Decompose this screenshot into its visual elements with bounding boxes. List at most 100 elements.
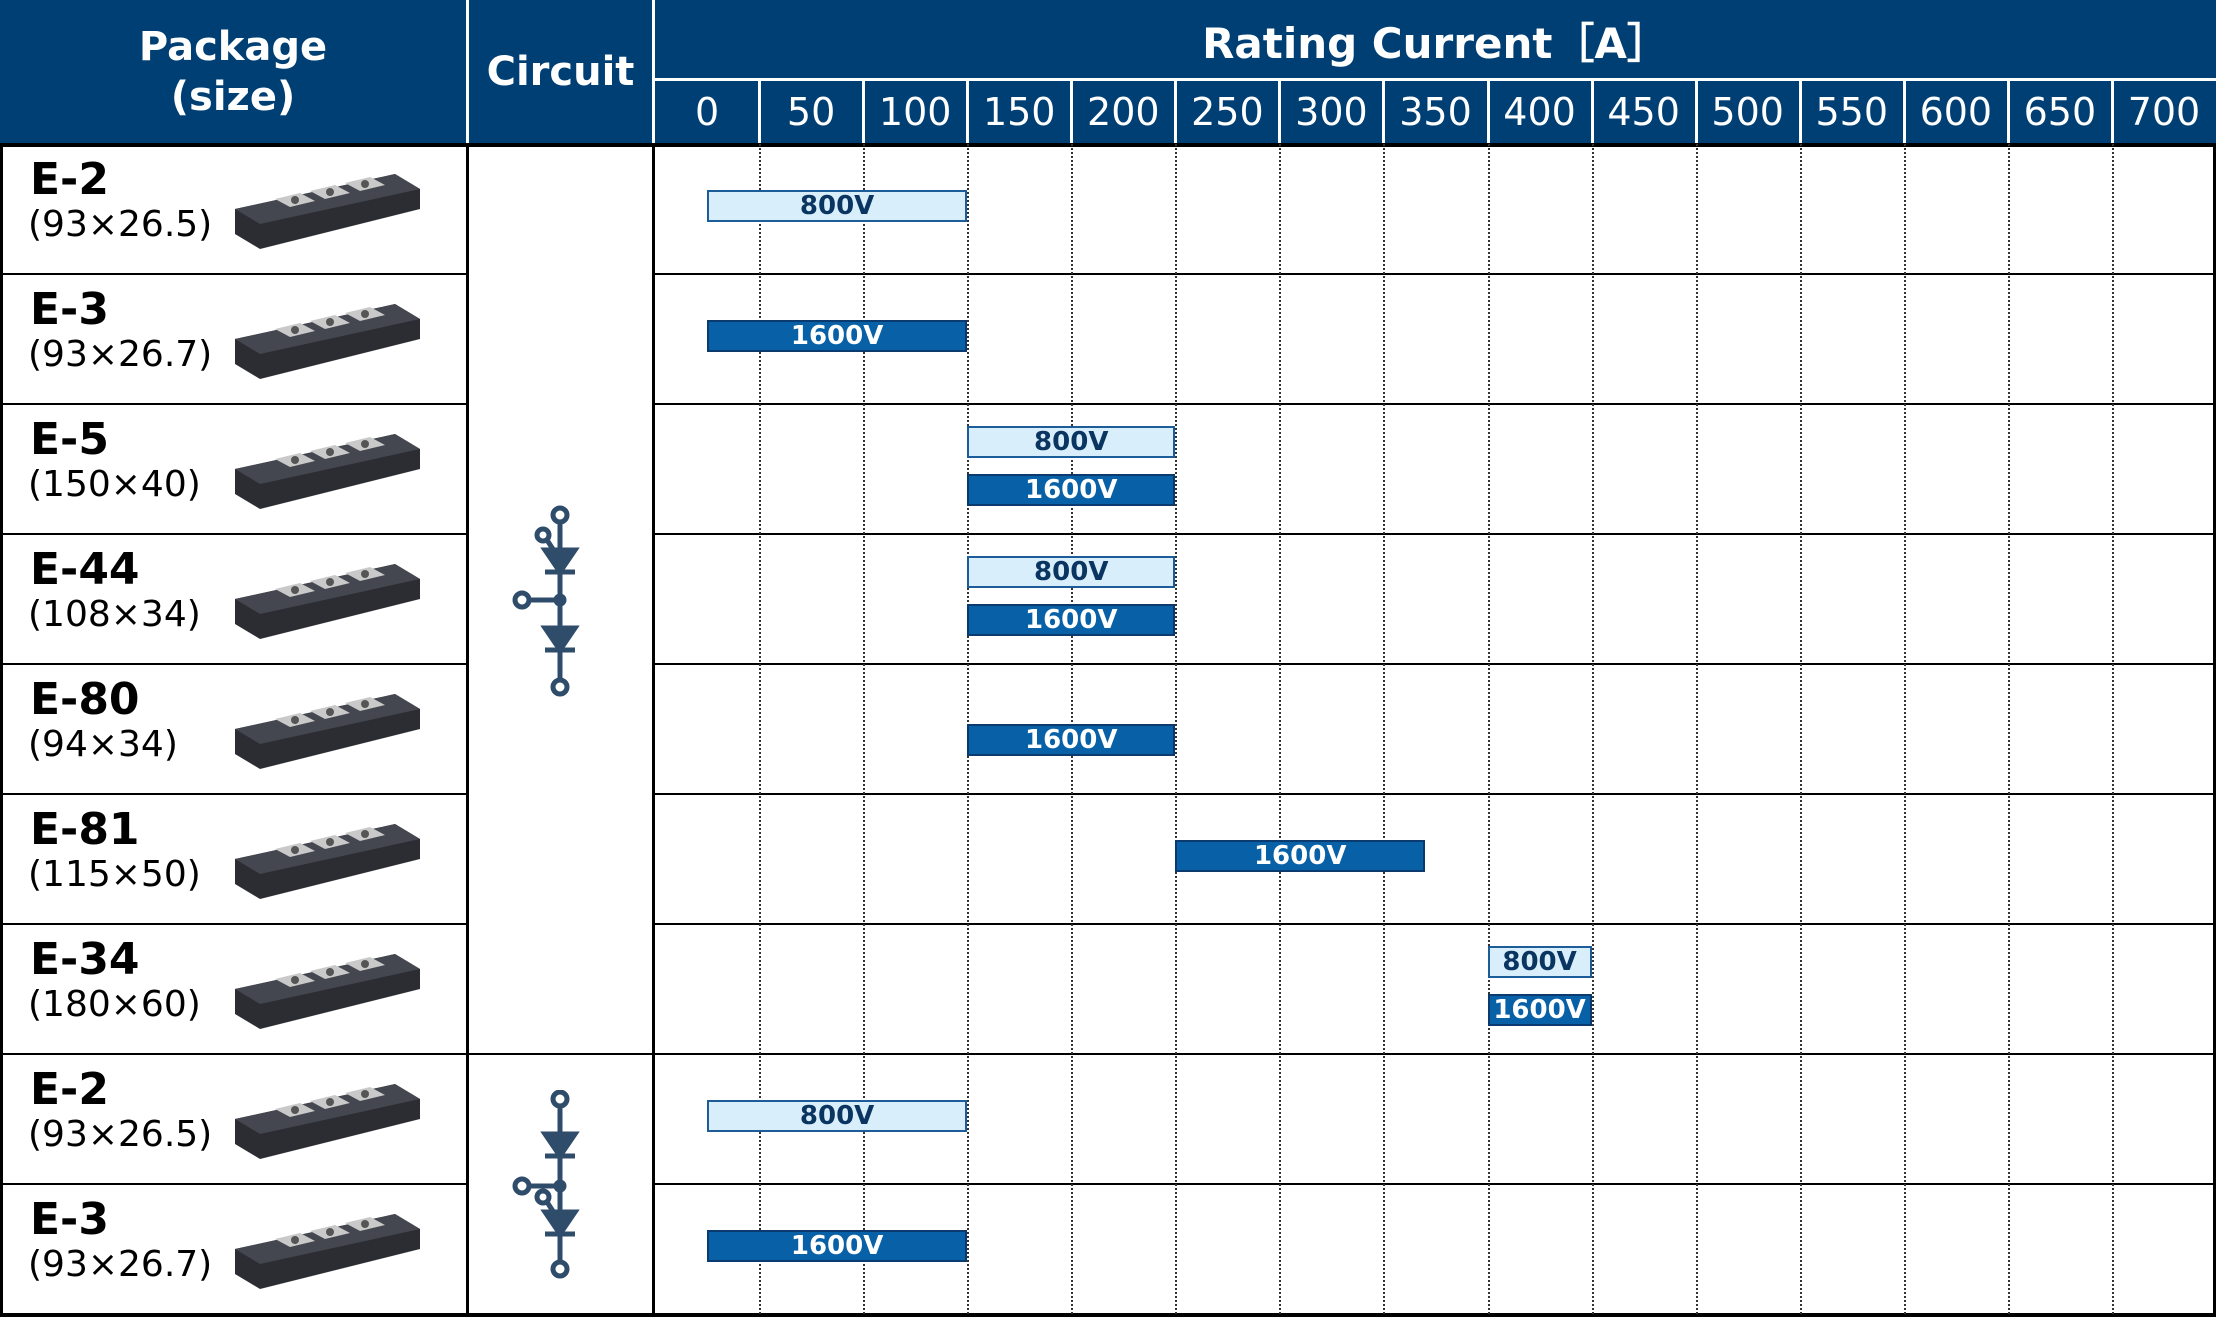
tick-divider bbox=[1382, 80, 1386, 144]
x-tick-label: 400 bbox=[1487, 80, 1592, 144]
row-divider bbox=[652, 1183, 2216, 1185]
x-tick-label: 50 bbox=[759, 80, 864, 144]
rating-bar: 1600V bbox=[707, 320, 968, 352]
package-size: (108×34) bbox=[28, 594, 201, 635]
circuit-column-header: Circuit bbox=[469, 0, 652, 144]
package-size: (93×26.5) bbox=[28, 1114, 213, 1155]
grid-line bbox=[1903, 144, 1906, 1314]
thyristor-diode-module-circuit-icon bbox=[512, 505, 580, 697]
grid-line bbox=[1279, 144, 1282, 1314]
grid-line bbox=[863, 144, 866, 1314]
package-header-line2: (size) bbox=[170, 74, 296, 120]
package-size: (93×26.7) bbox=[28, 1244, 213, 1285]
power-module-package-image bbox=[235, 954, 420, 1029]
x-tick-label: 100 bbox=[863, 80, 968, 144]
power-module-package-image bbox=[235, 694, 420, 769]
row-divider bbox=[0, 1053, 2216, 1055]
row-divider bbox=[0, 1183, 466, 1185]
row-divider bbox=[652, 403, 2216, 405]
row-divider bbox=[652, 663, 2216, 665]
power-module-package-image bbox=[235, 564, 420, 639]
package-name: E-81 bbox=[30, 804, 140, 855]
tick-divider bbox=[1694, 80, 1698, 144]
package-column-header: Package (size) bbox=[0, 0, 466, 144]
rating-bar: 1600V bbox=[707, 1230, 968, 1262]
package-name: E-44 bbox=[30, 544, 140, 595]
row-divider bbox=[0, 273, 466, 275]
grid-line bbox=[1383, 144, 1386, 1314]
diode-thyristor-module-circuit-icon bbox=[512, 1090, 580, 1279]
package-size: (180×60) bbox=[28, 984, 201, 1025]
x-tick-label: 550 bbox=[1799, 80, 1904, 144]
tick-divider bbox=[966, 80, 970, 144]
row-divider bbox=[652, 923, 2216, 925]
package-name: E-5 bbox=[30, 414, 109, 465]
tick-divider bbox=[1174, 80, 1178, 144]
header-divider-package bbox=[466, 0, 469, 144]
header-divider-circuit bbox=[652, 0, 655, 144]
row-divider bbox=[652, 793, 2216, 795]
tick-divider bbox=[1590, 80, 1594, 144]
grid-line bbox=[1799, 144, 1802, 1314]
x-tick-label: 350 bbox=[1383, 80, 1488, 144]
tick-divider bbox=[2110, 80, 2114, 144]
grid-line bbox=[1591, 144, 1594, 1314]
row-divider bbox=[652, 273, 2216, 275]
row-divider bbox=[0, 533, 466, 535]
tick-divider bbox=[758, 80, 762, 144]
x-tick-label: 200 bbox=[1071, 80, 1176, 144]
package-size: (94×34) bbox=[28, 724, 178, 765]
tick-divider bbox=[1070, 80, 1074, 144]
rating-bar: 800V bbox=[707, 190, 968, 222]
grid-line bbox=[759, 144, 762, 1314]
row-divider bbox=[0, 403, 466, 405]
row-divider bbox=[0, 793, 466, 795]
column-separator bbox=[2213, 144, 2216, 1314]
package-size: (115×50) bbox=[28, 854, 201, 895]
power-module-package-image bbox=[235, 304, 420, 379]
package-size: (93×26.7) bbox=[28, 334, 213, 375]
rating-bar: 1600V bbox=[1487, 994, 1592, 1026]
package-name: E-34 bbox=[30, 934, 140, 985]
power-module-package-image bbox=[235, 1084, 420, 1159]
rating-bar: 1600V bbox=[967, 724, 1176, 756]
rating-current-header: Rating Current［A］ bbox=[655, 0, 2216, 80]
power-module-package-image bbox=[235, 174, 420, 249]
tick-divider bbox=[1902, 80, 1906, 144]
rating-bar: 1600V bbox=[967, 474, 1176, 506]
grid-line bbox=[2111, 144, 2114, 1314]
row-divider bbox=[0, 143, 2216, 147]
package-name: E-3 bbox=[30, 1194, 109, 1245]
package-name: E-2 bbox=[30, 1064, 109, 1115]
rating-bar: 1600V bbox=[967, 604, 1176, 636]
column-separator bbox=[652, 144, 655, 1314]
package-size: (150×40) bbox=[28, 464, 201, 505]
x-tick-label: 450 bbox=[1591, 80, 1696, 144]
rating-bar: 800V bbox=[1487, 946, 1592, 978]
row-divider bbox=[0, 663, 466, 665]
row-divider bbox=[652, 533, 2216, 535]
power-module-package-image bbox=[235, 824, 420, 899]
package-size: (93×26.5) bbox=[28, 204, 213, 245]
package-header-line1: Package bbox=[138, 24, 328, 70]
column-separator bbox=[0, 144, 3, 1314]
rating-bar: 800V bbox=[967, 556, 1176, 588]
grid-line bbox=[2007, 144, 2010, 1314]
power-module-package-image bbox=[235, 434, 420, 509]
tick-divider bbox=[862, 80, 866, 144]
x-tick-label: 500 bbox=[1695, 80, 1800, 144]
grid-line bbox=[1487, 144, 1490, 1314]
row-divider bbox=[0, 923, 466, 925]
x-tick-label: 300 bbox=[1279, 80, 1384, 144]
x-tick-label: 650 bbox=[2007, 80, 2112, 144]
grid-line bbox=[1175, 144, 1178, 1314]
x-tick-label: 250 bbox=[1175, 80, 1280, 144]
x-tick-label: 0 bbox=[655, 80, 760, 144]
x-tick-label: 700 bbox=[2111, 80, 2216, 144]
x-tick-label: 600 bbox=[1903, 80, 2008, 144]
x-tick-label: 150 bbox=[967, 80, 1072, 144]
package-name: E-3 bbox=[30, 284, 109, 335]
rating-bar: 800V bbox=[967, 426, 1176, 458]
power-module-package-image bbox=[235, 1214, 420, 1289]
